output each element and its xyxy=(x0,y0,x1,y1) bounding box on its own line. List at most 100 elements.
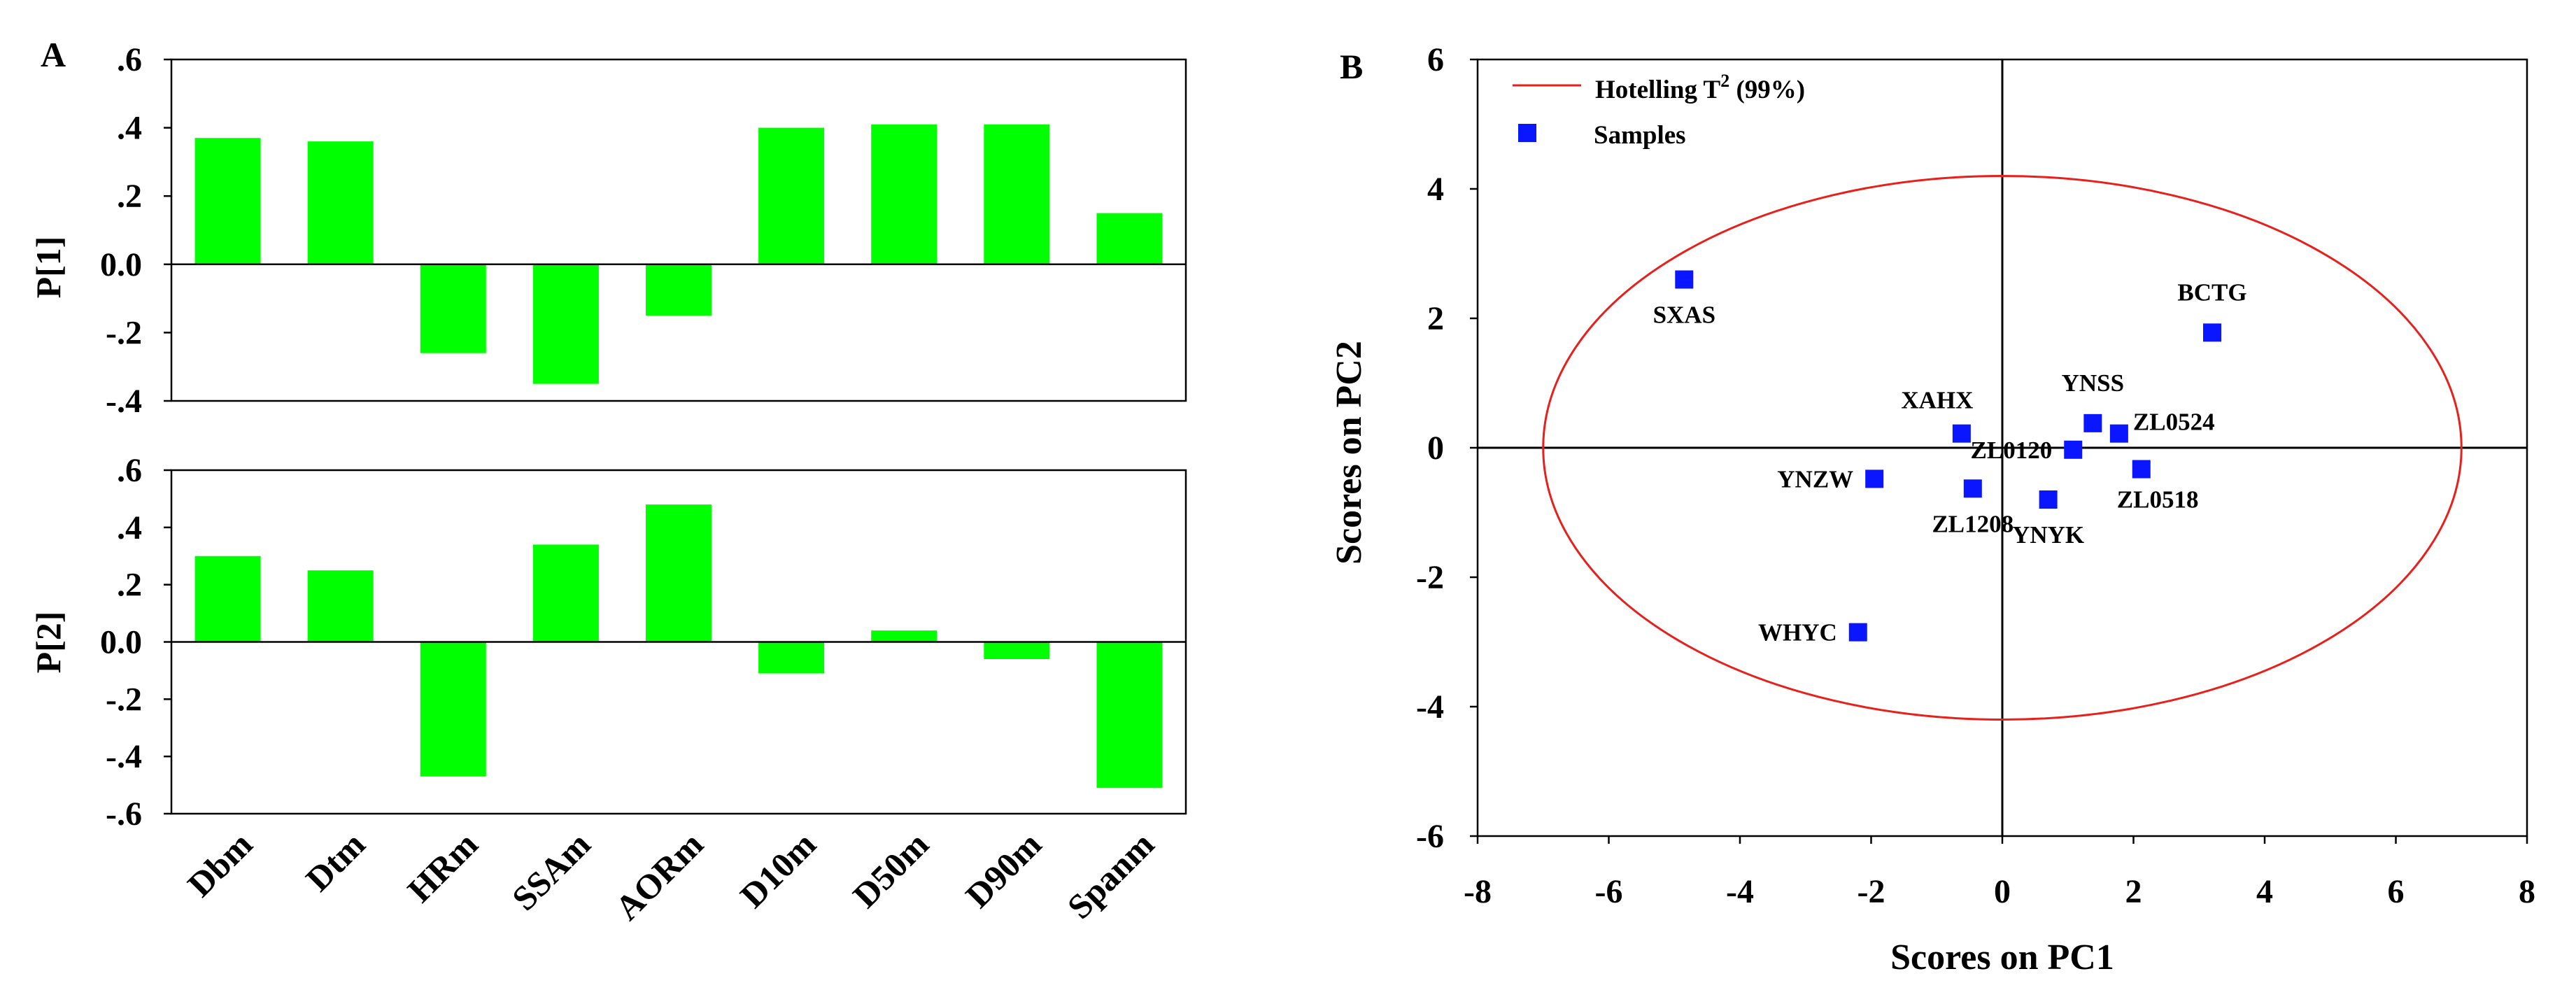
category-label-dtm: Dtm xyxy=(298,824,372,898)
sample-label-ynss: YNSS xyxy=(2062,369,2124,397)
p2-ytick-label: .2 xyxy=(117,567,142,604)
legend: Hotelling T2 (99%) Samples xyxy=(1513,71,1805,150)
sample-point-ynyk xyxy=(2039,490,2058,509)
legend-samples-label: Samples xyxy=(1594,121,1686,150)
sample-point-whyc xyxy=(1848,623,1867,642)
sample-point-zl0120 xyxy=(2064,440,2083,459)
legend-ellipse-suffix: (99%) xyxy=(1729,76,1805,104)
p2-bar-d50m xyxy=(871,630,937,642)
legend-sample-swatch xyxy=(1518,124,1536,142)
score-scatter-plot: -8 -6 -4 -2 0 2 4 6 8 6 4 2 0 -2 -4 -6 SXAS BCTG XAHX YNSS Z… xyxy=(1416,41,2535,910)
pc2-ylabel: Scores on PC2 xyxy=(1329,341,1369,565)
p1-ytick-label: .4 xyxy=(117,110,142,147)
panel-b: B Scores on PC1 Scores on PC2 -8 -6 -4 -2 0 2… xyxy=(1329,41,2535,977)
p1-bar-ssam xyxy=(532,264,599,384)
sample-point-zl0524 xyxy=(2109,424,2128,443)
p2-ytick-label: 0.0 xyxy=(100,624,142,661)
sample-point-bctg xyxy=(2203,323,2221,342)
p1-bar-d50m xyxy=(871,124,937,264)
hotelling-t2-ellipse xyxy=(1542,175,2463,721)
p1-bar-hrm xyxy=(420,264,486,353)
panel-letter-a: A xyxy=(41,35,66,74)
pc2-ytick-label: 4 xyxy=(1427,171,1444,208)
legend-ellipse-sup: 2 xyxy=(1720,71,1729,91)
p1-bar-chart: .6 .4 .2 0.0 -.2 -.4 xyxy=(100,41,1187,420)
sample-label-zl0120: ZL0120 xyxy=(1971,437,2053,464)
legend-ellipse-text: Hotelling T xyxy=(1595,76,1721,104)
pc2-ytick-label: -2 xyxy=(1416,559,1444,596)
sample-point-sxas xyxy=(1675,270,1694,289)
p2-ylabel: P[2] xyxy=(29,611,68,674)
p2-bar-aorm xyxy=(646,504,712,642)
p1-bar-d90m xyxy=(984,124,1050,264)
category-label-d50m: D50m xyxy=(845,824,936,915)
p2-ytick-label: .6 xyxy=(117,452,142,489)
category-label-aorm: AORm xyxy=(607,824,711,928)
sample-point-zl0518 xyxy=(2132,460,2151,479)
pc2-ytick-label: -4 xyxy=(1416,688,1444,726)
p1-bar-spanm xyxy=(1096,213,1163,264)
p1-ylabel: P[1] xyxy=(29,236,68,299)
p1-ytick-label: .2 xyxy=(117,178,142,215)
p2-bar-spanm xyxy=(1096,642,1163,789)
pc1-xtick-label: 8 xyxy=(2519,873,2535,910)
p2-bar-hrm xyxy=(420,642,486,777)
sample-label-ynyk: YNYK xyxy=(2012,521,2084,549)
sample-label-whyc: WHYC xyxy=(1758,619,1837,646)
category-label-spanm: Spanm xyxy=(1060,824,1162,926)
p1-ytick-label: 0.0 xyxy=(100,246,142,283)
sample-label-ynzw: YNZW xyxy=(1777,465,1853,493)
p2-ytick-label: -.6 xyxy=(106,796,142,833)
legend-ellipse-label: Hotelling T2 (99%) xyxy=(1595,71,1805,104)
pc1-xtick-label: -2 xyxy=(1857,873,1885,910)
pc1-xtick-label: 4 xyxy=(2256,873,2273,910)
pc2-ytick-label: 0 xyxy=(1427,430,1444,467)
pc1-xtick-label: 2 xyxy=(2125,873,2142,910)
sample-point-ynss xyxy=(2083,413,2102,432)
sample-label-zl0518: ZL0518 xyxy=(2117,486,2199,514)
category-label-d10m: D10m xyxy=(733,824,823,915)
p2-bar-dbm xyxy=(194,556,261,642)
sample-label-sxas: SXAS xyxy=(1653,302,1715,329)
p1-ytick-label: -.4 xyxy=(106,383,142,420)
p1-bar-aorm xyxy=(646,264,712,316)
sample-label-zl0524: ZL0524 xyxy=(2133,409,2215,436)
pc1-xtick-label: -8 xyxy=(1464,873,1492,910)
panel-a: A P[1] P[2] .6 .4 .2 0.0 -.2 -.4 .6 .4 .2 0.0 -.2… xyxy=(29,35,1187,928)
p1-plot-frame xyxy=(170,58,1187,402)
sample-point-ynzw xyxy=(1865,469,1884,488)
pc2-ytick-label: 6 xyxy=(1427,41,1444,78)
p1-ytick-label: .6 xyxy=(117,41,142,78)
p1-ytick-label: -.2 xyxy=(106,314,142,351)
sample-point-xahx xyxy=(1952,424,1971,443)
pc1-xlabel: Scores on PC1 xyxy=(1890,938,2114,977)
category-label-dbm: Dbm xyxy=(180,824,260,904)
pc2-ytick-label: -6 xyxy=(1416,818,1444,855)
p2-ytick-label: -.2 xyxy=(106,681,142,718)
category-label-d90m: D90m xyxy=(958,824,1049,915)
category-label-hrm: HRm xyxy=(399,824,485,910)
p2-ytick-label: -.4 xyxy=(106,738,142,775)
p1-bar-dtm xyxy=(307,141,374,264)
p1-bar-d10m xyxy=(758,127,825,264)
category-labels: Dbm Dtm HRm SSAm AORm D10m D50m D90m Spanm xyxy=(180,824,1161,928)
sample-label-bctg: BCTG xyxy=(2177,278,2246,306)
pc1-xtick-label: 6 xyxy=(2388,873,2405,910)
p2-ytick-label: .4 xyxy=(117,509,142,546)
p2-bar-chart: .6 .4 .2 0.0 -.2 -.4 -.6 xyxy=(100,452,1187,833)
p1-bar-dbm xyxy=(194,138,261,264)
category-label-ssam: SSAm xyxy=(504,824,598,918)
pc1-xtick-label: -6 xyxy=(1595,873,1623,910)
sample-label-zl1208: ZL1208 xyxy=(1932,510,2014,537)
p2-bar-ssam xyxy=(532,544,599,642)
sample-point-zl1208 xyxy=(1963,479,1982,498)
p2-bar-d90m xyxy=(984,642,1050,660)
pc1-xtick-label: 0 xyxy=(1994,873,2011,910)
pc1-xtick-label: -4 xyxy=(1726,873,1754,910)
p2-bar-dtm xyxy=(307,570,374,642)
p2-bar-d10m xyxy=(758,642,825,674)
panel-letter-b: B xyxy=(1340,47,1363,86)
sample-label-xahx: XAHX xyxy=(1901,387,1973,414)
pc2-ytick-label: 2 xyxy=(1427,300,1444,337)
